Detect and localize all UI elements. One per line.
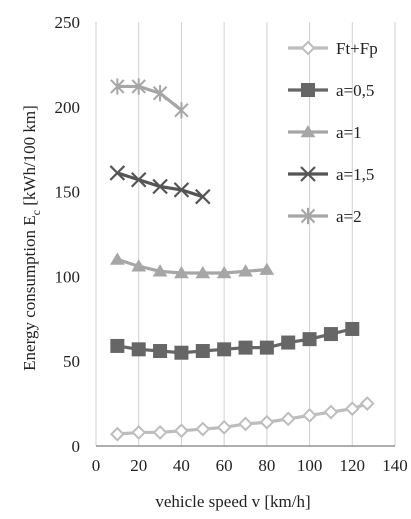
x-tick-label: 140 (382, 456, 408, 475)
data-point (131, 259, 147, 272)
series-line (117, 327, 353, 355)
data-point (259, 414, 275, 430)
data-point (174, 423, 189, 439)
data-point (281, 335, 296, 350)
data-point (238, 340, 253, 355)
data-point (344, 401, 360, 417)
y-axis-title-units: [kWh/100 km] (20, 105, 39, 210)
y-axis-title: Energy consumption Ec [kWh/100 km] (20, 105, 43, 371)
x-axis-title: vehicle speed v [km/h] (155, 492, 310, 511)
series-ft-fp (109, 396, 375, 442)
data-point (131, 342, 146, 357)
data-point (300, 166, 316, 182)
data-point (130, 171, 147, 188)
data-point (110, 252, 125, 265)
data-point (110, 338, 125, 353)
y-tick-label: 250 (55, 13, 81, 32)
x-tick-labels: 0 20 40 60 80 100 120 140 (92, 456, 408, 475)
x-tick-label: 60 (216, 456, 233, 475)
data-point (195, 421, 211, 437)
data-point (302, 408, 317, 423)
y-axis-title-subscript: c (29, 210, 43, 215)
data-point (195, 188, 211, 205)
data-point (131, 78, 146, 95)
y-tick-labels: 0 50 100 150 200 250 (55, 13, 81, 456)
legend-label: a=2 (336, 207, 362, 226)
y-axis-title-main: Energy consumption E (20, 215, 39, 371)
series-a-1 (110, 252, 275, 279)
data-point (152, 264, 168, 277)
data-point (110, 78, 125, 95)
series-group (109, 78, 375, 442)
y-tick-label: 200 (55, 98, 81, 117)
data-point (323, 327, 338, 342)
data-point (301, 83, 315, 97)
data-point (280, 411, 296, 427)
x-tick-label: 80 (258, 456, 275, 475)
x-tick-label: 120 (340, 456, 366, 475)
data-point (152, 85, 168, 102)
data-point (109, 426, 125, 442)
legend-label: a=0,5 (336, 81, 374, 100)
legend-label: Ft+Fp (336, 39, 378, 58)
data-point (259, 262, 275, 275)
legend-item: Ft+Fp (288, 39, 378, 58)
data-point (174, 345, 189, 360)
series-line (117, 84, 183, 112)
legend-label: a=1 (336, 123, 362, 142)
x-tick-label: 40 (173, 456, 190, 475)
legend-item: a=0,5 (288, 81, 374, 100)
legend-item: a=1,5 (288, 165, 374, 184)
x-tick-label: 20 (130, 456, 147, 475)
data-point (217, 342, 232, 357)
legend-item: a=1 (288, 123, 362, 142)
x-tick-label: 100 (297, 456, 323, 475)
data-point (152, 178, 168, 195)
y-tick-label: 150 (55, 183, 81, 202)
data-point (300, 125, 316, 138)
data-point (174, 266, 189, 279)
y-tick-label: 0 (72, 437, 81, 456)
legend: Ft+Fp a=0,5 a=1 a=1,5 a=2 (288, 39, 378, 226)
data-point (195, 266, 211, 279)
data-point (173, 182, 190, 198)
y-tick-label: 50 (63, 352, 80, 371)
x-tick-label: 0 (92, 456, 101, 475)
legend-label: a=1,5 (336, 165, 374, 184)
data-point (238, 264, 253, 277)
data-point (259, 340, 274, 355)
data-point (216, 419, 232, 435)
data-point (302, 332, 317, 347)
series-line (116, 171, 204, 199)
series-a-1-5 (109, 165, 211, 205)
data-point (238, 416, 253, 432)
data-point (300, 207, 316, 225)
data-point (109, 165, 126, 181)
data-point (216, 266, 232, 279)
data-point (152, 425, 168, 440)
y-tick-label: 100 (55, 267, 81, 286)
data-point (300, 40, 316, 56)
data-point (174, 102, 189, 119)
data-point (131, 425, 147, 440)
data-point (323, 404, 339, 420)
data-point (359, 396, 375, 412)
data-point (153, 344, 168, 359)
data-point (345, 321, 360, 336)
data-point (195, 344, 210, 359)
legend-item: a=2 (288, 207, 362, 226)
series-a-0-5 (110, 321, 360, 360)
series-a-2 (110, 78, 189, 119)
